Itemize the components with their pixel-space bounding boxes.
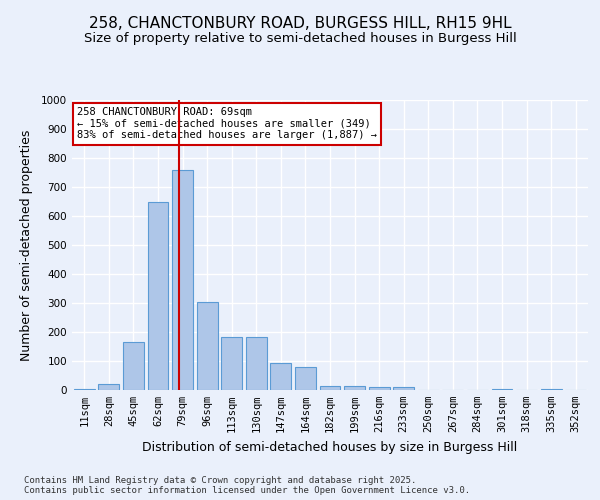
Bar [271, 364, 292, 390]
Bar [148, 202, 169, 390]
Bar [541, 388, 562, 390]
Text: 258, CHANCTONBURY ROAD, BURGESS HILL, RH15 9HL: 258, CHANCTONBURY ROAD, BURGESS HILL, RH… [89, 16, 511, 31]
Bar [74, 388, 95, 390]
Bar [491, 388, 512, 390]
Text: Contains HM Land Registry data © Crown copyright and database right 2025.
Contai: Contains HM Land Registry data © Crown c… [24, 476, 470, 495]
Bar [221, 337, 242, 390]
Bar [368, 386, 389, 390]
Bar [123, 342, 144, 390]
Text: Size of property relative to semi-detached houses in Burgess Hill: Size of property relative to semi-detach… [83, 32, 517, 45]
Bar [172, 170, 193, 390]
X-axis label: Distribution of semi-detached houses by size in Burgess Hill: Distribution of semi-detached houses by … [142, 440, 518, 454]
Y-axis label: Number of semi-detached properties: Number of semi-detached properties [20, 130, 32, 360]
Bar [295, 367, 316, 390]
Bar [197, 302, 218, 390]
Bar [246, 337, 267, 390]
Bar [320, 386, 340, 390]
Bar [98, 384, 119, 390]
Bar [344, 386, 365, 390]
Text: 258 CHANCTONBURY ROAD: 69sqm
← 15% of semi-detached houses are smaller (349)
83%: 258 CHANCTONBURY ROAD: 69sqm ← 15% of se… [77, 108, 377, 140]
Bar [393, 386, 414, 390]
